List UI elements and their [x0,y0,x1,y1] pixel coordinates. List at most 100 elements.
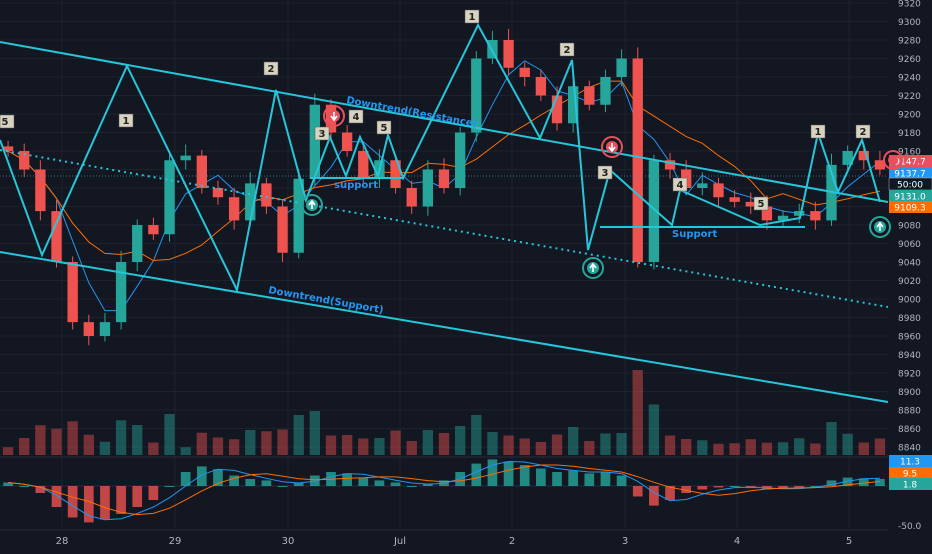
price-axis-background [888,0,932,530]
macd-histogram-bar [51,486,62,507]
candle-body [535,77,547,96]
macd-histogram-bar [858,478,869,486]
candle-body [745,201,756,207]
wave-badge-3a: 3 [314,126,330,141]
candle-body [616,58,627,77]
y-tick-label: 8980 [898,314,921,324]
macd-histogram-bar [778,486,788,489]
candle-body [761,206,773,221]
macd-histogram-bar [600,472,611,486]
wave-path [0,22,881,294]
macd-histogram-bar [229,475,239,486]
up-arrow-icon [301,194,323,216]
candle-body [2,146,14,151]
candle-body [212,188,224,198]
macd-histogram-bar [875,479,885,486]
macd-histogram-bar [164,486,175,487]
x-tick-label: 5 [846,536,852,547]
candle-body [567,86,579,124]
volume-bar [2,447,14,455]
price-tag-bg [889,201,932,213]
x-tick-label: 29 [169,536,182,547]
volume-bar [341,435,353,455]
y-tick-label: 9320 [898,0,921,10]
support-label-2: Support [672,229,717,240]
y-tick-label: 8900 [898,388,921,398]
macd-tag-label: 1.8 [903,481,918,491]
volume-bar [858,442,869,455]
volume-bar [438,433,450,455]
time-axis[interactable]: 28 29 30 Jul 2 3 4 5 [56,536,853,547]
price-tag-label: 50:00 [897,181,923,191]
candle-body [406,188,417,207]
price-axis[interactable]: 9320930092809260924092209200918091609140… [898,0,922,532]
macd-histogram-bar [213,469,223,486]
macd-histogram-bar [810,486,821,487]
macd-histogram-bar [19,486,30,487]
y-tick-label: 8880 [898,407,921,417]
y-tick-label: 9240 [898,74,921,84]
candle-body [664,160,676,170]
candle-body [132,225,143,262]
candle-body [293,178,304,253]
price-tag-bg [889,190,932,202]
volume-bar [325,435,337,455]
macd-panel [0,459,888,523]
volume-bar [713,443,724,455]
pattern-lines [0,22,889,403]
macd-histogram-bar [148,486,159,500]
wave-badge-3b: 3 [597,165,613,180]
candle-body [358,151,369,179]
volume-bar [67,421,78,455]
wave-badge-2b: 2 [559,42,575,57]
y-tick-label: 8960 [898,333,921,343]
wave-badge-1b: 1 [464,9,480,24]
macd-tag: 1.8 [889,478,932,491]
candle-body [67,262,78,323]
candle-body [390,160,401,188]
macd-histogram-bar [665,486,675,500]
macd-histogram-bar [406,486,417,487]
down-arrow-icon [323,105,345,127]
candlesticks [2,28,886,346]
volume-bar [584,441,595,455]
macd-histogram-bar [423,483,433,486]
support-label-1: support [334,180,378,191]
candle-body [228,197,240,221]
macd-histogram-bar [309,475,320,486]
macd-histogram-bar [245,479,256,486]
candle-body [842,151,853,165]
macd-histogram-bar [568,470,579,486]
y-tick-label: 9020 [898,277,921,287]
volume-bar [115,420,127,455]
volume-bar [632,370,643,455]
candle-body [794,211,805,216]
candle-body [164,160,175,235]
macd-histogram-bar [3,482,13,486]
macd-histogram-bar [180,472,191,486]
wave-label: 3 [319,129,326,140]
up-arrow-icon [582,257,604,279]
wave-badge-1c: 1 [810,124,826,139]
macd-tag-label: 11.3 [900,458,920,468]
y-tick-label: 9220 [898,92,921,102]
candle-body [83,322,94,336]
macd-histogram-bar [552,472,562,486]
volume-bar [487,432,498,455]
y-tick-label: 9080 [898,222,921,232]
resistance-trendline [0,41,889,203]
volume-bar [471,415,482,455]
macd-histogram-bar [487,459,498,486]
volume-bar [535,442,547,455]
candle-body [584,86,595,105]
wave-badge-4a: 4 [348,109,364,124]
candle-body [115,262,127,323]
macd-tag: 9.5 [889,467,932,480]
macd-tag-bg [889,478,932,490]
volume-bar [697,440,708,455]
volume-bar [842,433,853,455]
price-tag: 9137.7 [889,167,932,180]
volume-bar [212,437,224,455]
